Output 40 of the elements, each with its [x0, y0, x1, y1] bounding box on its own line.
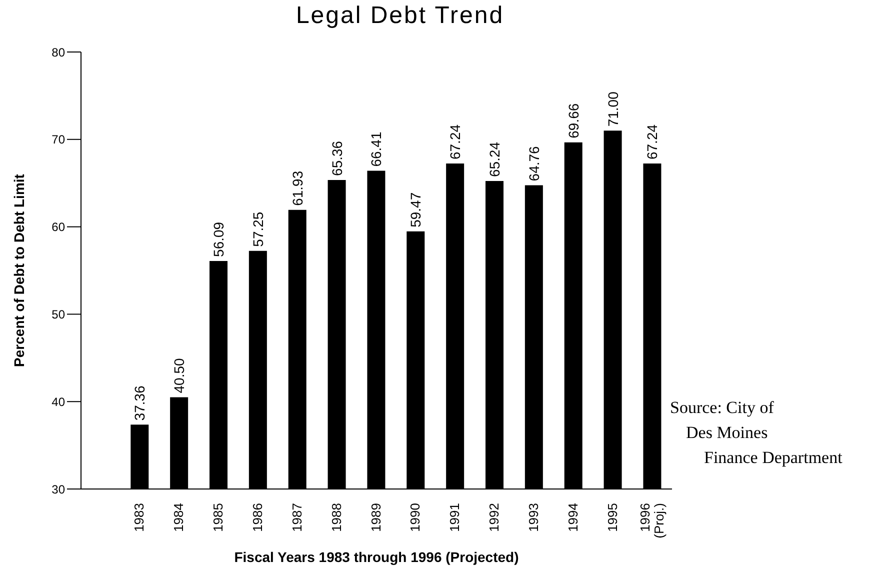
- y-tick-label: 30: [52, 482, 66, 496]
- x-axis-title: Fiscal Years 1983 through 1996 (Projected): [234, 549, 519, 565]
- x-tick-label: 1993: [526, 503, 541, 532]
- y-axis-title: Percent of Debt to Debt Limit: [10, 174, 27, 367]
- data-label: 66.41: [368, 132, 384, 167]
- data-label: 69.66: [565, 103, 582, 138]
- x-tick-label: 1984: [171, 503, 186, 532]
- annotation: Source: City of: [670, 398, 774, 418]
- x-tick-label: 1994: [565, 503, 580, 532]
- data-label: 56.09: [210, 222, 227, 257]
- x-tick-label: 1989: [368, 503, 384, 532]
- text: Des Moines: [686, 423, 768, 443]
- x-tick-label: 1986: [250, 503, 265, 532]
- text: Finance Department: [704, 448, 842, 468]
- x-tick-label: 1990: [408, 503, 423, 532]
- data-label: 65.36: [328, 140, 345, 176]
- data-label: 67.24: [447, 124, 464, 160]
- x-tick-label: 1996 (Proj.): [637, 503, 666, 538]
- data-label: 64.76: [526, 146, 542, 182]
- x-tick-label: 1985: [210, 503, 226, 532]
- x-tick-label: 1992: [486, 503, 502, 532]
- y-tick-label: 40: [52, 394, 66, 409]
- y-tick-label: 50: [52, 307, 66, 322]
- data-label: 67.24: [644, 124, 660, 160]
- data-label: 65.24: [486, 142, 503, 177]
- data-label: 61.93: [289, 170, 306, 206]
- data-label: 40.50: [171, 358, 188, 394]
- y-tick-label: 60: [52, 220, 66, 234]
- y-tick-label: 80: [52, 45, 66, 60]
- x-tick-label: 1988: [328, 503, 344, 532]
- y-tick-label: 70: [52, 132, 66, 147]
- data-label: 57.25: [250, 212, 266, 247]
- x-tick-label: 1995: [604, 503, 620, 532]
- data-label: 71.00: [604, 91, 621, 127]
- data-label: 37.36: [132, 385, 148, 421]
- chart-title: Legal Debt Trend: [294, 2, 506, 30]
- x-tick-label: 1983: [132, 503, 147, 532]
- x-tick-label: 1987: [289, 503, 304, 532]
- data-label: 59.47: [408, 192, 424, 228]
- x-tick-label: 1991: [447, 503, 462, 532]
